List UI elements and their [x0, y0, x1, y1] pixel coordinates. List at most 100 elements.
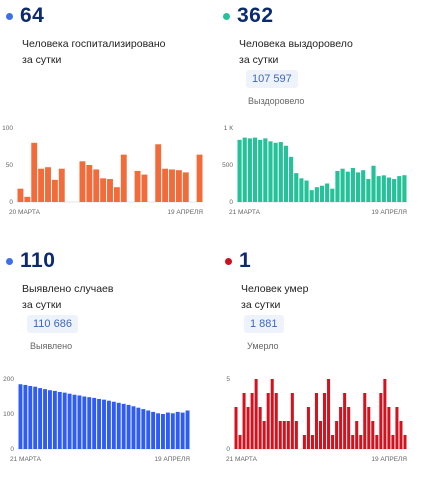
bar — [270, 379, 274, 449]
bar — [392, 179, 397, 202]
bar — [126, 404, 131, 449]
recovered-total-label: Выздоровело — [248, 96, 305, 106]
bar — [162, 168, 169, 202]
y-tick-label: 200 — [3, 376, 14, 383]
bar — [155, 144, 162, 202]
bar — [52, 390, 57, 449]
bar — [247, 138, 252, 202]
bar — [254, 379, 258, 449]
bar — [325, 183, 330, 202]
bar — [379, 393, 383, 449]
bar — [361, 170, 366, 202]
y-tick-label: 0 — [229, 199, 233, 206]
bar — [38, 168, 45, 202]
bar — [238, 435, 242, 449]
bar — [386, 177, 392, 202]
bar — [331, 435, 335, 449]
bar — [121, 403, 126, 449]
bar — [387, 407, 391, 449]
bar — [250, 393, 254, 449]
bar — [367, 407, 371, 449]
deaths-total-label: Умерло — [247, 341, 279, 351]
bar — [106, 400, 111, 449]
bar — [371, 421, 375, 449]
hospitalized-caption-line-1: Человека госпитализировано — [22, 38, 166, 50]
cases-caption-line-1: Выявлено случаев — [22, 283, 114, 295]
x-end-label: 19 АПРЕЛЯ — [371, 456, 407, 463]
bar — [273, 142, 278, 202]
recovered-caption-line-1: Человека выздоровело — [239, 38, 353, 50]
bar — [246, 407, 250, 449]
recovered-caption-line-2: за сутки — [239, 54, 279, 66]
x-start-label: 21 МАРТА — [10, 456, 42, 463]
bar — [82, 396, 87, 449]
bar — [17, 188, 24, 202]
bar — [339, 407, 343, 449]
bar — [278, 142, 283, 202]
bar — [111, 401, 116, 449]
bar — [185, 410, 190, 449]
bar — [100, 178, 107, 202]
bar — [165, 412, 170, 449]
x-start-label: 21 МАРТА — [226, 456, 258, 463]
deaths-chart: 0 5 21 МАРТА 19 АПРЕЛЯ — [226, 376, 407, 463]
hospitalized-header: 64 — [6, 4, 44, 28]
hospitalized-caption-line-2: за сутки — [22, 54, 62, 66]
panel-cases: 110 Выявлено случаев за сутки 110 686 Вы… — [0, 245, 215, 477]
bar — [86, 165, 93, 202]
bar — [93, 169, 100, 202]
bar — [350, 167, 355, 202]
bar — [397, 176, 402, 202]
bar — [120, 154, 127, 202]
bar — [170, 413, 175, 449]
x-end-label: 19 АПРЕЛЯ — [154, 456, 190, 463]
cases-total-label: Выявлено — [30, 341, 73, 351]
bar — [366, 179, 371, 202]
bar — [395, 407, 399, 449]
y-tick-label: 0 — [10, 446, 14, 453]
y-tick-label: 5 — [226, 376, 230, 383]
bar — [141, 409, 146, 449]
deaths-caption-line-1: Человек умер — [241, 283, 309, 295]
deaths-value: 1 — [239, 249, 252, 272]
cases-chart: 0 100 200 21 МАРТА 19 АПРЕЛЯ — [3, 376, 190, 463]
bar — [286, 421, 290, 449]
bar — [234, 407, 238, 449]
bar — [107, 179, 113, 202]
bar — [323, 393, 327, 449]
bar — [340, 168, 345, 202]
bar — [347, 407, 351, 449]
bar — [290, 393, 294, 449]
bar — [330, 188, 335, 202]
bar — [146, 410, 151, 449]
bar — [58, 168, 65, 202]
deaths-dot-icon — [225, 257, 232, 265]
bar — [318, 421, 323, 449]
bar — [319, 185, 325, 202]
bar — [134, 170, 141, 202]
bar — [38, 388, 43, 449]
bar — [355, 172, 361, 202]
y-tick-label: 500 — [222, 162, 233, 169]
bar — [169, 169, 175, 202]
bar — [196, 154, 203, 202]
bar — [31, 142, 38, 202]
bar — [92, 397, 97, 449]
bar — [62, 392, 67, 449]
bar — [359, 435, 363, 449]
bar — [175, 411, 180, 449]
bar — [268, 141, 273, 202]
hospitalized-chart: 0 50 100 20 МАРТА 19 АПРЕЛЯ — [2, 125, 203, 216]
bar — [266, 393, 270, 449]
y-tick-label: 100 — [2, 125, 13, 132]
bar — [314, 187, 319, 202]
bar — [376, 176, 381, 202]
bar — [278, 421, 282, 449]
bar — [57, 391, 62, 449]
bar — [283, 145, 289, 202]
recovered-dot-icon — [223, 12, 230, 20]
bar — [335, 170, 340, 202]
hospitalized-caption: Человека госпитализировано за сутки — [22, 36, 166, 68]
deaths-total-badge: 1 881 — [244, 315, 284, 333]
bar — [402, 175, 407, 202]
